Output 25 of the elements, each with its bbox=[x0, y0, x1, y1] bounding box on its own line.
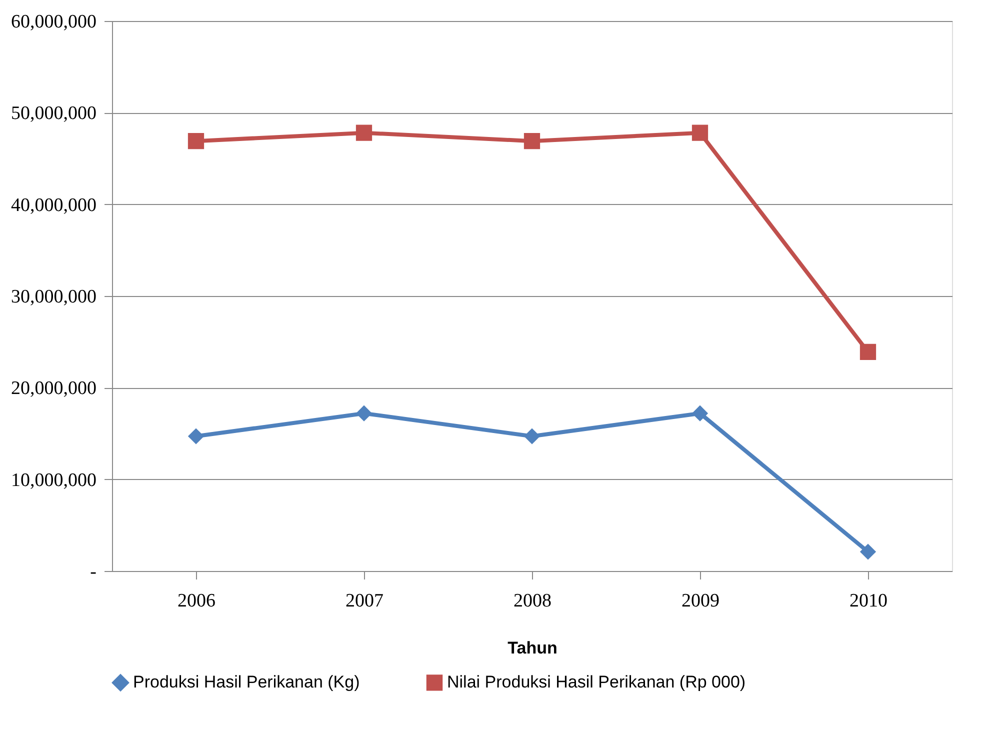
x-tick-label: 2006 bbox=[178, 590, 216, 612]
point bbox=[188, 428, 204, 444]
point bbox=[692, 405, 708, 422]
point bbox=[524, 428, 540, 444]
y-tick-label: 10,000,000 bbox=[11, 470, 96, 491]
x-tick-label: 2010 bbox=[850, 590, 888, 612]
y-tick-label: - bbox=[90, 562, 96, 582]
x-tick-label: 2008 bbox=[514, 590, 552, 612]
point bbox=[356, 405, 372, 422]
y-tick-label: 40,000,000 bbox=[11, 194, 96, 216]
point bbox=[524, 133, 540, 150]
y-tick-label: 60,000,000 bbox=[11, 12, 96, 32]
y-tick-label: 20,000,000 bbox=[11, 378, 96, 400]
point bbox=[860, 344, 876, 360]
legend-label: Produksi Hasil Perikanan (Kg) bbox=[133, 672, 360, 692]
y-tick-label: 50,000,000 bbox=[11, 103, 96, 124]
point bbox=[692, 124, 708, 141]
x-tick-label: 2009 bbox=[682, 590, 720, 612]
x-axis-title: Tahun bbox=[508, 638, 558, 658]
point bbox=[860, 544, 876, 560]
x-tick-label: 2007 bbox=[346, 590, 384, 612]
legend-label: Nilai Produksi Hasil Perikanan (Rp 000) bbox=[447, 672, 746, 692]
point bbox=[356, 124, 372, 141]
y-tick-label: 30,000,000 bbox=[11, 286, 96, 308]
point bbox=[188, 133, 204, 150]
